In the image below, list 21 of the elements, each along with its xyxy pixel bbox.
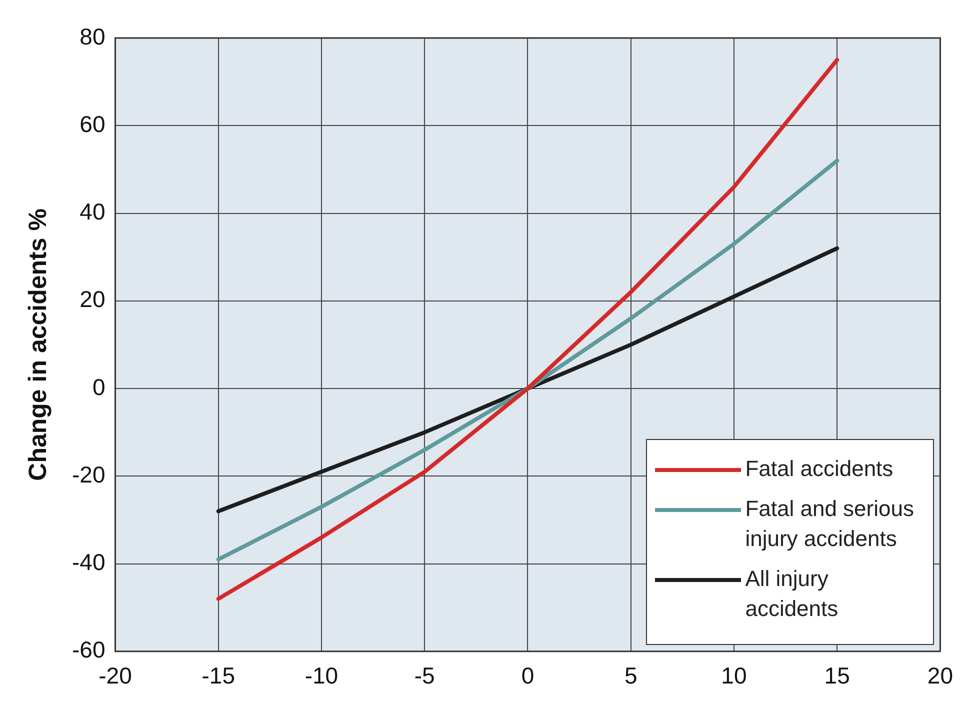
y-axis-title: Change in accidents % bbox=[24, 208, 52, 481]
y-tick-label: 60 bbox=[80, 110, 106, 137]
x-tick-label: 15 bbox=[824, 662, 850, 689]
y-tick-label: -60 bbox=[72, 636, 106, 663]
x-tick-label: 10 bbox=[721, 662, 747, 689]
x-tick-label: 5 bbox=[624, 662, 638, 689]
y-tick-label: 40 bbox=[80, 198, 106, 225]
x-tick-label: -5 bbox=[414, 662, 435, 689]
legend-label: Fatal and serious injury accidents bbox=[745, 495, 915, 554]
x-tick-label: 0 bbox=[521, 662, 534, 689]
x-tick-label: -10 bbox=[304, 662, 338, 689]
x-tick-label: -20 bbox=[98, 662, 132, 689]
y-tick-label: 80 bbox=[80, 23, 106, 50]
y-tick-label: 20 bbox=[80, 286, 106, 312]
legend-label: All injury accidents bbox=[745, 565, 840, 624]
x-tick-label: 20 bbox=[927, 662, 954, 689]
x-tick-label: -15 bbox=[202, 662, 235, 689]
y-tick-label: 0 bbox=[92, 374, 106, 400]
legend-label: Fatal accidents bbox=[745, 455, 894, 484]
y-tick-label: -40 bbox=[72, 549, 106, 576]
y-tick-label: -20 bbox=[72, 461, 106, 488]
